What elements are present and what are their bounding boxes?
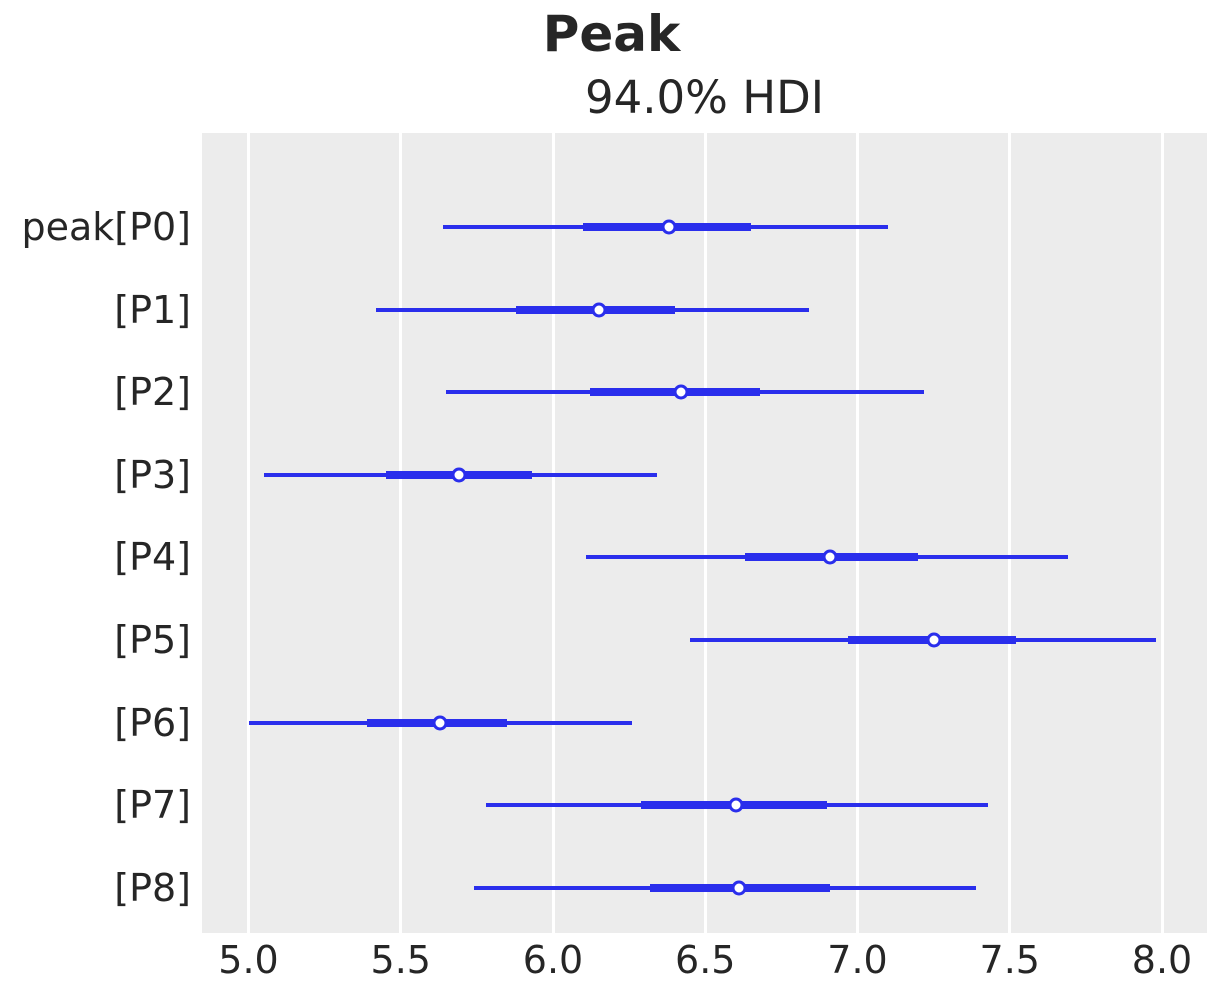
chart-subtitle-hdi: 94.0% HDI xyxy=(584,71,825,124)
x-tick-label: 6.5 xyxy=(675,938,736,982)
grid-line xyxy=(856,133,859,933)
x-tick-label: 5.5 xyxy=(370,938,431,982)
y-tick-label: [P4] xyxy=(114,535,191,580)
chart-title: Peak xyxy=(542,5,681,63)
y-tick-label: [P2] xyxy=(114,370,191,415)
x-tick-label: 7.5 xyxy=(979,938,1040,982)
y-tick-label: [P6] xyxy=(114,700,191,745)
median-marker xyxy=(926,632,942,648)
median-marker xyxy=(451,467,467,483)
x-tick-label: 5.0 xyxy=(218,938,279,982)
y-tick-label: [P5] xyxy=(114,618,191,662)
y-tick-label: [P8] xyxy=(114,865,191,910)
grid-line xyxy=(1008,133,1012,933)
median-marker xyxy=(432,715,448,731)
grid-line xyxy=(247,133,250,933)
plot-area xyxy=(202,133,1207,933)
y-tick-label: [P3] xyxy=(114,452,191,497)
median-marker xyxy=(731,880,747,896)
grid-line xyxy=(399,133,403,933)
x-tick-label: 6.0 xyxy=(522,938,584,982)
grid-line xyxy=(551,133,555,933)
median-marker xyxy=(728,797,744,813)
x-tick-label: 8.0 xyxy=(1131,938,1193,982)
median-marker xyxy=(822,549,838,565)
y-tick-label: [P1] xyxy=(114,287,191,332)
median-marker xyxy=(673,384,689,400)
y-tick-label: [P7] xyxy=(114,783,191,828)
y-tick-label: peak[P0] xyxy=(21,205,191,249)
grid-line xyxy=(1160,133,1164,933)
median-marker xyxy=(591,302,607,318)
x-tick-label: 7.0 xyxy=(827,938,888,982)
grid-line xyxy=(703,133,707,933)
median-marker xyxy=(661,219,677,235)
